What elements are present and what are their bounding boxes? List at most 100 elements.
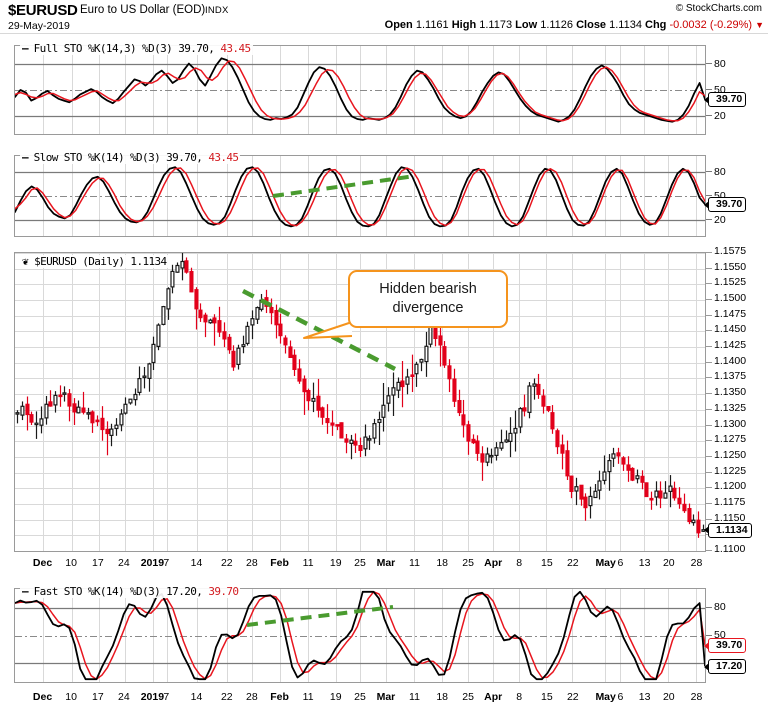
x-axis-label: 25 — [354, 557, 366, 569]
y-tick-mark — [706, 377, 712, 379]
x-axis-label: 18 — [436, 691, 449, 703]
x-axis-label: 7 — [163, 691, 170, 703]
x-axis-label: 11 — [302, 557, 314, 569]
x-axis-label: 13 — [638, 691, 651, 703]
high-value: 1.1173 — [479, 19, 513, 31]
y-tick-label: 1.1100 — [714, 543, 746, 555]
y-tick-mark — [706, 346, 712, 348]
x-axis-label: 10 — [65, 691, 77, 703]
x-axis-label: 25 — [354, 691, 366, 703]
y-tick-mark — [706, 330, 712, 332]
y-tick-mark — [706, 455, 712, 457]
open-label: Open — [384, 19, 413, 31]
x-axis-label: 11 — [302, 691, 314, 703]
y-tick-mark — [706, 62, 712, 64]
fast-sto-d-value: 39.70 — [208, 585, 239, 598]
panel-full-sto: — Full STO %K(14,3) %D(3) 39.70, 43.45 — [14, 42, 706, 135]
x-axis-label: 25 — [462, 691, 474, 703]
full-sto-legend-text: Full STO %K(14,3) %D(3) 39.70, — [33, 42, 215, 55]
x-axis-label: 10 — [65, 557, 77, 569]
x-axis-label: 28 — [690, 691, 703, 703]
x-axis-label: 11 — [409, 691, 420, 703]
x-axis-label: 28 — [246, 691, 258, 703]
close-label: Close — [576, 19, 607, 31]
x-axis-label: 8 — [516, 557, 523, 569]
x-axis-label: Apr — [484, 557, 503, 569]
fast-sto-legend: — Fast STO %K(14) %D(3) 17.20, 39.70 — [20, 585, 241, 598]
y-tick-mark — [706, 518, 712, 520]
high-label: High — [451, 19, 477, 31]
full-sto-d-value: 43.45 — [220, 42, 251, 55]
x-axis-label: 25 — [462, 557, 474, 569]
y-tick-label: 1.1500 — [714, 292, 747, 305]
x-axis-label: 15 — [540, 557, 553, 569]
series-marker-icon: — — [22, 585, 29, 598]
y-tick-label: 1.1525 — [714, 276, 747, 289]
slow-sto-plot — [14, 155, 706, 237]
low-value: 1.1126 — [540, 19, 574, 31]
y-tick-label: 1.1550 — [714, 260, 747, 273]
x-axis-label: 22 — [566, 557, 579, 569]
slow-sto-legend: — Slow STO %K(14) %D(3) 39.70, 43.45 — [20, 151, 241, 164]
y-tick-label: 20 — [714, 214, 726, 226]
x-axis-label: 8 — [516, 691, 523, 703]
annotation-callout: Hidden bearish divergence — [348, 270, 508, 328]
x-axis-label: 7 — [163, 557, 170, 569]
x-axis-label: 2019 — [140, 691, 165, 703]
full-sto-value-tag: 39.70 — [703, 92, 747, 108]
x-axis-label: 28 — [246, 557, 258, 569]
y-tick-mark — [706, 314, 712, 316]
y-tick-label: 20 — [714, 110, 726, 123]
y-tick-label: 50 — [714, 190, 726, 202]
x-axis-label: 11 — [409, 557, 420, 569]
y-tick-label: 1.1175 — [714, 495, 746, 508]
x-axis-label: 19 — [329, 691, 342, 703]
y-tick-mark — [706, 115, 712, 117]
y-tick-mark — [706, 361, 712, 363]
chg-label: Chg — [645, 19, 667, 31]
panel-fast-sto: — Fast STO %K(14) %D(3) 17.20, 39.70 — [14, 585, 706, 683]
y-tick-label: 1.1450 — [714, 323, 747, 336]
y-tick-label: 1.1575 — [714, 245, 747, 257]
y-tick-mark — [706, 550, 712, 551]
quote-date: 29-May-2019 — [8, 20, 70, 32]
y-tick-mark — [706, 487, 712, 489]
y-tick-mark — [706, 299, 712, 301]
y-tick-mark — [706, 408, 712, 410]
panel-slow-sto: — Slow STO %K(14) %D(3) 39.70, 43.45 — [14, 151, 706, 237]
last-price-tag: 1.1134 — [704, 522, 752, 538]
price-y-axis: 1.1575 1.1550 1.1525 1.1500 1.1475 1.1450 1.14… — [704, 246, 764, 555]
x-axis-label: 14 — [190, 691, 203, 703]
x-axis-label: 6 — [617, 557, 624, 569]
stockcharts-credit: © StockCharts.com — [675, 3, 762, 14]
x-axis-label: 15 — [540, 691, 553, 703]
x-axis-label: Feb — [270, 691, 289, 703]
y-tick-mark — [706, 171, 712, 172]
y-tick-label: 1.1425 — [714, 339, 747, 352]
fast-sto-plot — [14, 588, 706, 683]
x-axis-label: Mar — [376, 557, 396, 569]
x-axis-label: May — [595, 557, 616, 569]
fast-sto-d-value-tag: 39.70 — [703, 638, 747, 654]
x-axis-label: 20 — [662, 691, 675, 703]
x-axis-label: 17 — [92, 691, 104, 703]
fast-sto-x-axis: Dec 10 17 24 2019 7 14 22 28 Feb 11 19 25 Mar 11 18 25 Ap… — [14, 690, 706, 706]
instrument-name: Euro to US Dollar (EOD) — [80, 4, 206, 16]
open-value: 1.1161 — [415, 19, 449, 31]
down-triangle-icon: ▼ — [755, 20, 764, 30]
series-marker-icon: — — [22, 151, 29, 164]
x-axis-label: Apr — [484, 691, 503, 703]
y-tick-mark — [706, 606, 712, 608]
y-tick-label: 1.1350 — [714, 386, 747, 399]
header-divider — [0, 33, 768, 34]
y-tick-mark — [706, 283, 712, 285]
annotation-line-1: Hidden bearish — [379, 281, 477, 297]
slow-sto-d-value: 43.45 — [208, 151, 239, 164]
x-axis-label: 22 — [220, 691, 233, 703]
slow-sto-value-tag: 39.70 — [703, 197, 747, 213]
exchange-label: INDX — [205, 5, 229, 16]
y-tick-label: 1.1325 — [714, 401, 747, 414]
y-tick-mark — [706, 440, 712, 442]
y-tick-mark — [706, 634, 712, 636]
